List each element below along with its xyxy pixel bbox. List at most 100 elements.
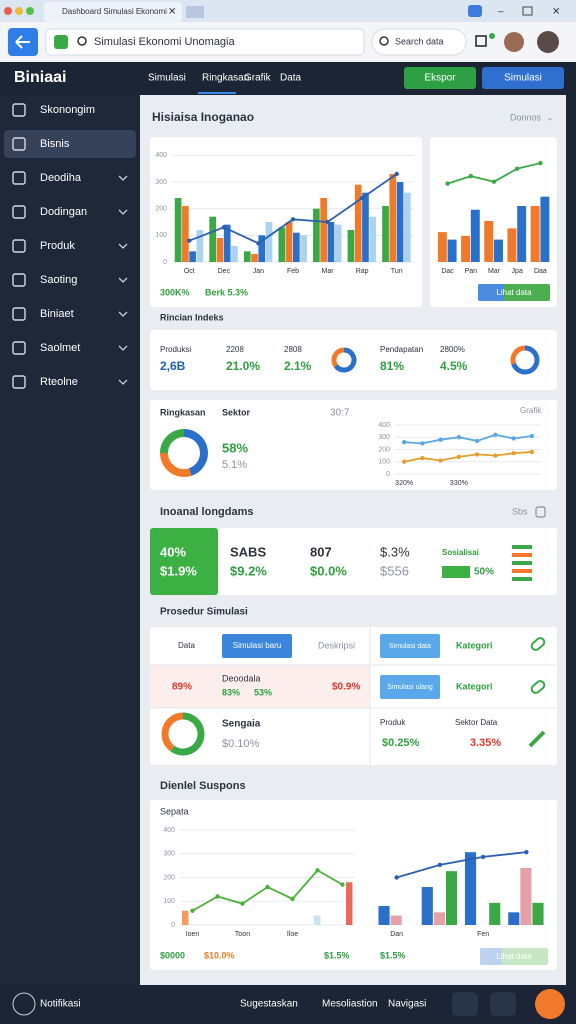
filter[interactable]: Donnos (510, 112, 542, 122)
win-min[interactable]: – (498, 7, 504, 18)
window-maximize[interactable] (26, 7, 34, 15)
line-point (529, 433, 535, 439)
subtitle: Sepata (160, 806, 189, 816)
chevron (118, 311, 128, 317)
footer-value: $0000 (160, 950, 185, 960)
x-tick-label: 330% (450, 480, 468, 487)
mini-bar (512, 553, 532, 557)
metric-bottom: 50% (474, 567, 494, 578)
sidebar-icon (12, 341, 26, 355)
bar (223, 224, 231, 262)
row-label: Data (178, 641, 195, 650)
bar (300, 235, 307, 262)
line-point (524, 849, 529, 855)
export-button[interactable] (404, 67, 476, 89)
y-tick-label: 200 (155, 206, 167, 213)
sub-value: 5.1% (222, 459, 247, 471)
line-point (325, 219, 330, 225)
line-point (511, 450, 516, 456)
bar (396, 182, 404, 262)
view-label: Lihat data (496, 952, 532, 961)
y-tick-label: 300 (378, 434, 390, 441)
footer-link[interactable]: Navigasi (388, 999, 426, 1010)
back-arrow (15, 35, 30, 49)
nav-tab[interactable]: Ringkasan (202, 73, 249, 84)
avatar[interactable] (504, 32, 524, 52)
notification-icon[interactable] (12, 992, 36, 1016)
nav-tab[interactable]: Simulasi (148, 73, 186, 84)
footer-button[interactable] (452, 992, 478, 1016)
kpi-label: 2208 (226, 345, 244, 354)
bar (461, 235, 471, 262)
footer-value: $1.5% (324, 950, 350, 960)
notifications[interactable]: Notifikasi (40, 999, 81, 1010)
footer-link[interactable]: Mesoliastion (322, 999, 378, 1010)
kpi-value: 21.0% (226, 359, 260, 373)
bar (390, 915, 402, 925)
sidebar-item[interactable]: Dodingan (40, 206, 87, 218)
action-button[interactable] (380, 634, 440, 658)
progress-bar (442, 566, 470, 578)
address-field[interactable] (45, 28, 365, 56)
new-tab[interactable] (186, 6, 204, 18)
avatar[interactable] (537, 31, 559, 53)
nav-tab[interactable]: Data (280, 73, 302, 84)
window-close[interactable] (4, 7, 12, 15)
win-max[interactable] (522, 6, 533, 16)
line-point (468, 173, 473, 179)
line-point (394, 171, 399, 177)
line-point (187, 238, 192, 243)
line (403, 451, 532, 463)
sidebar-item[interactable]: Saoting (40, 274, 77, 286)
action-button[interactable] (222, 634, 292, 658)
footer-button[interactable] (490, 992, 516, 1016)
sidebar-item[interactable]: Produk (40, 240, 75, 252)
sidebar-active (4, 130, 136, 158)
edit-icon[interactable] (530, 636, 546, 651)
browser-icon[interactable] (468, 5, 482, 17)
metric-bottom: $556 (380, 563, 409, 578)
view-button-accent (480, 948, 502, 965)
line-point (401, 439, 407, 445)
edit-icon[interactable] (528, 730, 546, 748)
search-icon (379, 36, 389, 46)
footer-bar (0, 985, 576, 1024)
sidebar-item[interactable]: Biniaet (40, 308, 74, 320)
nav-tab[interactable]: Grafik (244, 73, 272, 84)
bar (494, 239, 503, 262)
toolbar-icon[interactable] (475, 35, 487, 47)
win-close[interactable]: ✕ (552, 7, 560, 18)
window-minimize[interactable] (15, 7, 23, 15)
sidebar-item[interactable]: Skonongim (40, 104, 95, 116)
sidebar-item[interactable]: Deodiha (40, 172, 82, 184)
sidebar-item[interactable]: Saolmet (40, 342, 80, 354)
address-text: Simulasi Ekonomi Unomagia (94, 36, 235, 48)
sidebar-item[interactable]: Rteolne (40, 376, 78, 388)
kpi-value: 4.5% (440, 359, 468, 373)
x-tick-label: Feb (287, 268, 299, 275)
simulate-button[interactable] (482, 67, 564, 89)
bar (174, 198, 182, 262)
bar (433, 912, 445, 925)
bar (231, 246, 238, 262)
bar (265, 222, 273, 262)
fab[interactable] (535, 989, 565, 1019)
metric-top: 807 (310, 544, 332, 559)
card (150, 528, 557, 595)
section-action[interactable]: Sbs (512, 506, 528, 516)
tab-close[interactable]: ✕ (168, 7, 176, 18)
row-label: Sengaia (222, 719, 261, 730)
browser-tab[interactable] (44, 2, 182, 22)
line-point (474, 438, 480, 444)
footer-link[interactable]: Sugestaskan (240, 999, 298, 1010)
bar (209, 216, 217, 262)
edit-icon[interactable] (530, 679, 546, 694)
action-button[interactable] (380, 675, 440, 699)
sidebar-item[interactable]: Bisnis (40, 138, 70, 150)
action-icon[interactable] (535, 506, 546, 518)
search-field[interactable] (371, 28, 467, 56)
y-tick-label: 300 (163, 851, 175, 858)
x-tick-label: Mar (322, 268, 335, 275)
label: Sektor Data (455, 718, 498, 727)
bar (369, 216, 377, 262)
